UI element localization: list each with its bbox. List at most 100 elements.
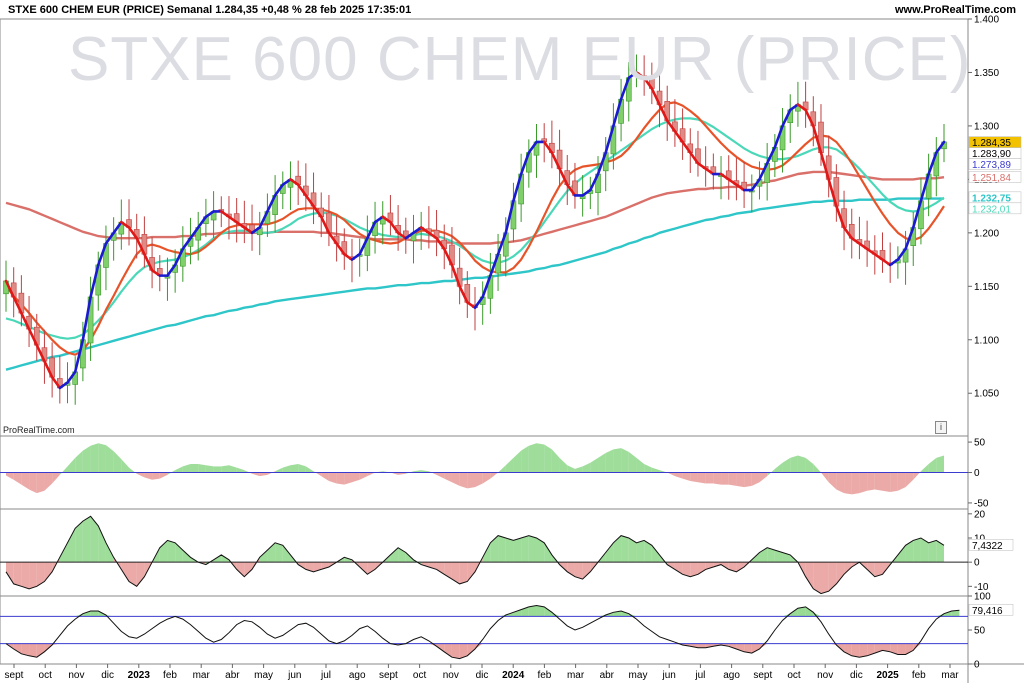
osc3-oversold-fill	[897, 643, 906, 655]
osc1-area-segment	[152, 472, 160, 480]
osc2-area-segment	[59, 542, 68, 563]
osc1-area-segment	[421, 470, 429, 473]
osc1-area-segment	[567, 465, 575, 473]
osc2-area-segment	[367, 562, 376, 575]
osc2-area-segment	[828, 562, 837, 592]
osc1-area-segment	[29, 472, 37, 494]
trend-segment	[196, 215, 208, 229]
osc1-area-segment	[198, 463, 206, 473]
osc1-area-segment	[113, 451, 122, 473]
osc3-oversold-fill	[444, 643, 452, 658]
time-tick-label: jun	[287, 670, 301, 681]
osc1-area-segment	[574, 466, 583, 473]
osc1-area-segment	[305, 466, 314, 473]
osc1-area-segment	[328, 472, 337, 484]
osc1-area-segment	[490, 472, 499, 479]
osc2-area-segment	[651, 545, 660, 563]
site-link[interactable]: www.ProRealTime.com	[894, 4, 1016, 16]
osc3-oversold-fill	[467, 643, 475, 656]
osc3-overbought-fill	[528, 605, 537, 617]
osc1-area-segment	[651, 467, 660, 473]
osc2-area-segment	[636, 540, 645, 563]
info-icon[interactable]: i	[935, 421, 947, 434]
osc1-area-segment	[221, 465, 229, 473]
trend-segment	[189, 226, 200, 240]
osc2-area-segment	[259, 550, 268, 563]
trend-segment	[181, 236, 192, 251]
trend-segment	[419, 226, 431, 235]
trend-segment	[381, 215, 392, 224]
osc2-area-segment	[267, 542, 276, 563]
trend-segment	[858, 242, 869, 251]
time-tick-label: nov	[443, 670, 459, 681]
osc1-area-segment	[90, 443, 99, 473]
osc1-area-segment	[844, 472, 852, 495]
trend-segment	[127, 226, 139, 240]
trend-segment	[658, 103, 669, 122]
osc2-area-segment	[528, 535, 537, 563]
osc1-area-segment	[175, 466, 183, 473]
time-tick-label: oct	[787, 670, 801, 681]
osc2-area-segment	[713, 562, 722, 567]
osc2-area-segment	[844, 562, 852, 575]
trend-segment	[296, 183, 308, 197]
osc2-area-segment	[451, 562, 460, 584]
trend-segment	[735, 183, 746, 192]
osc2-area-segment	[321, 562, 329, 570]
trend-segment	[104, 231, 115, 245]
osc3-overbought-fill	[90, 610, 99, 617]
pane-frame-osc3	[0, 595, 969, 665]
osc1-area-segment	[398, 472, 406, 475]
osc1-area-segment	[774, 462, 783, 473]
osc2-area-segment	[236, 562, 245, 577]
osc1-area-segment	[636, 457, 645, 473]
trend-segment	[673, 129, 684, 144]
trend-segment	[719, 172, 731, 181]
osc1-area-segment	[505, 457, 514, 473]
osc3-overbought-fill	[797, 606, 806, 617]
price-label-box	[968, 158, 1022, 170]
trend-segment	[758, 162, 769, 181]
trend-segment	[935, 140, 946, 154]
trend-segment	[250, 226, 262, 235]
osc1-area-segment	[667, 472, 675, 477]
osc2-area-segment	[121, 562, 130, 582]
osc3-overbought-fill	[621, 610, 629, 617]
time-tick-label: oct	[39, 670, 53, 681]
osc1-area-segment	[928, 457, 937, 473]
osc2-area-segment	[90, 516, 99, 563]
osc3-oversold-fill	[905, 643, 914, 655]
trend-segment	[612, 97, 623, 128]
price-tick-label: 1.350	[974, 68, 999, 79]
osc3-oversold-fill	[859, 643, 868, 658]
sma50-line	[5, 170, 945, 245]
trend-segment	[312, 204, 323, 219]
trend-segment	[366, 220, 377, 240]
osc3-oversold-fill	[29, 643, 37, 658]
osc2-area-segment	[913, 538, 921, 563]
osc2-area-segment	[682, 562, 691, 577]
osc3-oversold-fill	[451, 643, 460, 659]
trend-segment	[227, 215, 238, 224]
osc3-tick-label: 100	[974, 592, 991, 603]
time-tick-label: ago	[723, 670, 740, 681]
osc2-area-segment	[505, 538, 514, 563]
time-tick-label: feb	[537, 670, 551, 681]
osc1-area-segment	[298, 463, 306, 473]
osc3-oversold-fill	[436, 643, 445, 652]
osc2-tick-label: -10	[974, 582, 989, 593]
osc2-area-segment	[44, 562, 53, 582]
sma10-line	[5, 101, 945, 356]
osc1-area-segment	[721, 472, 729, 485]
osc1-area-segment	[182, 463, 191, 473]
trend-segment	[427, 231, 438, 240]
trend-segment	[827, 178, 838, 208]
osc2-area-segment	[836, 562, 845, 584]
osc2-area-segment	[674, 562, 683, 575]
osc2-area-segment	[467, 562, 475, 582]
trend-segment	[519, 151, 531, 176]
osc1-area-segment	[105, 445, 114, 473]
trend-segment	[319, 215, 331, 235]
price-label-box	[968, 171, 1022, 183]
trend-segment	[904, 226, 915, 251]
